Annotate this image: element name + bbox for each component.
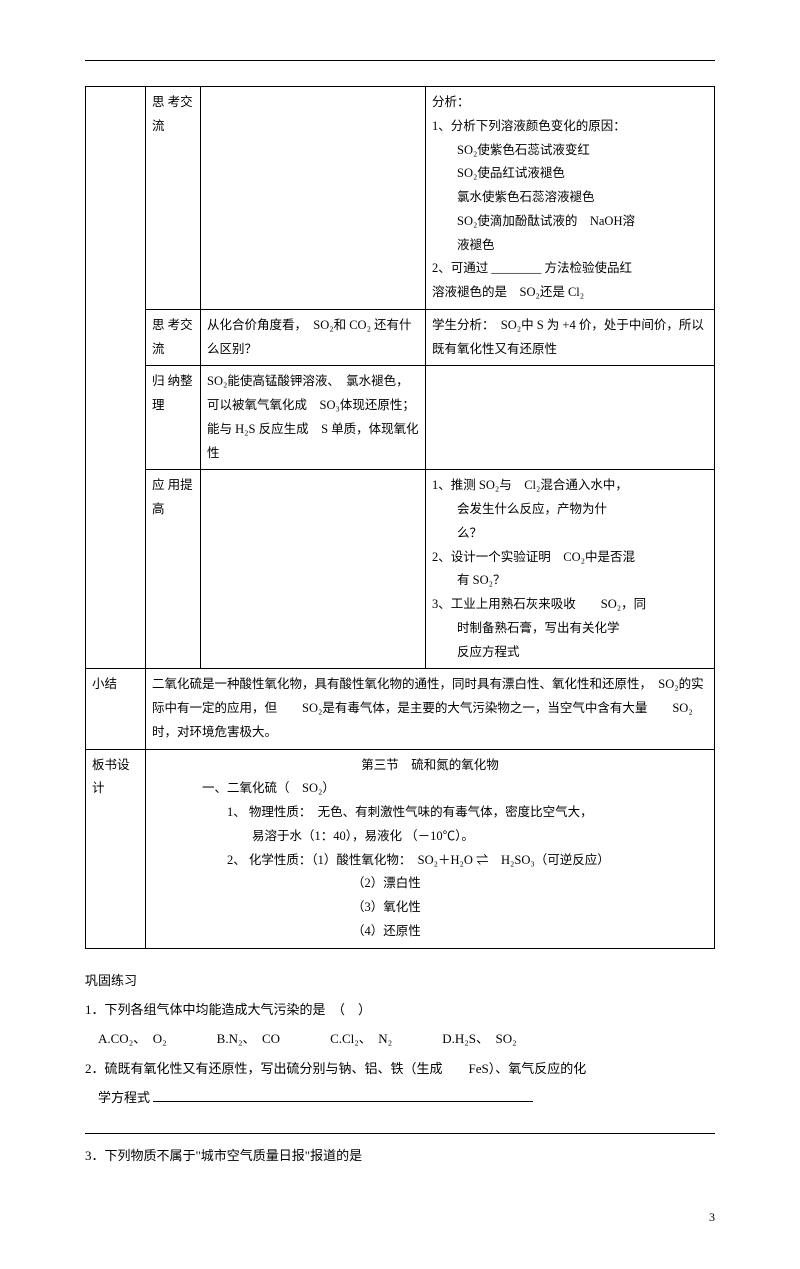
line: SO₂使滴加酚酞试液的 NaOH溶 — [432, 210, 708, 234]
line: （4）还原性 — [152, 920, 708, 944]
table-row: 思 考交流 分析： 1、分析下列溶液颜色变化的原因： SO₂使紫色石蕊试液变红 … — [86, 87, 715, 310]
cell-content: 从化合价角度看， SO₂和 CO₂ 还有什么区别？ — [201, 309, 426, 366]
question-2a: 2．硫既有氧化性又有还原性，写出硫分别与钠、铝、铁（生成 FeS）、氧气反应的化 — [85, 1057, 715, 1080]
cell-section: 思 考交流 — [146, 309, 201, 366]
cell-summary-content: 二氧化硫是一种酸性氧化物，具有酸性氧化物的通性，同时具有漂白性、氧化性和还原性，… — [146, 669, 715, 749]
option-d: D.H₂S、 SO₂ — [442, 1027, 516, 1050]
line: 分析： — [432, 91, 708, 115]
table-row: 板书设计 第三节 硫和氮的氧化物 一、二氧化硫（ SO₂） 1、 物理性质： 无… — [86, 749, 715, 948]
line: SO₂使品红试液褪色 — [432, 162, 708, 186]
line: （2）漂白性 — [152, 872, 708, 896]
answer-blank — [153, 1089, 533, 1102]
cell-section: 思 考交流 — [146, 87, 201, 310]
option-a: A.CO₂、 O₂ — [98, 1027, 167, 1050]
question-3: 3．下列物质不属于"城市空气质量日报"报道的是 — [85, 1144, 715, 1167]
cell-content: SO₂能使高锰酸钾溶液、 氯水褪色，可以被氧气氧化成 SO₃体现还原性；能与 H… — [201, 366, 426, 470]
cell-section: 应 用提高 — [146, 470, 201, 669]
line: 氯水使紫色石蕊溶液褪色 — [432, 186, 708, 210]
option-b: B.N₂、 CO — [217, 1027, 280, 1050]
table-row: 应 用提高 1、推测 SO₂与 Cl₂混合通入水中， 会发生什么反应，产物为什 … — [86, 470, 715, 669]
exercises: 巩固练习 1．下列各组气体中均能造成大气污染的是 （ ） A.CO₂、 O₂ B… — [85, 969, 715, 1168]
cell-board-label: 板书设计 — [86, 749, 146, 948]
line: 反应方程式 — [432, 641, 708, 665]
cell-analysis: 学生分析： SO₂中 S 为 +4 价，处于中间价，所以既有氧化性又有还原性 — [426, 309, 715, 366]
line: 液褪色 — [432, 234, 708, 258]
cell-board-content: 第三节 硫和氮的氧化物 一、二氧化硫（ SO₂） 1、 物理性质： 无色、有刺激… — [146, 749, 715, 948]
cell-summary-label: 小结 — [86, 669, 146, 749]
table-row: 小结 二氧化硫是一种酸性氧化物，具有酸性氧化物的通性，同时具有漂白性、氧化性和还… — [86, 669, 715, 749]
line: 时制备熟石膏，写出有关化学 — [432, 617, 708, 641]
cell-section: 归 纳整理 — [146, 366, 201, 470]
line: 3、工业上用熟石灰来吸收 SO₂，同 — [432, 593, 708, 617]
question-2b: 学方程式 — [85, 1086, 715, 1109]
line: 2、 化学性质：（1）酸性氧化物： SO₂＋H₂O ⇌ H₂SO₃（可逆反应） — [152, 849, 708, 873]
line: 2、可通过 ________ 方法检验使品红 — [432, 257, 708, 281]
cell-content — [201, 87, 426, 310]
table-row: 归 纳整理 SO₂能使高锰酸钾溶液、 氯水褪色，可以被氧气氧化成 SO₃体现还原… — [86, 366, 715, 470]
line: 一、二氧化硫（ SO₂） — [152, 777, 708, 801]
cell-analysis: 1、推测 SO₂与 Cl₂混合通入水中， 会发生什么反应，产物为什 么？ 2、设… — [426, 470, 715, 669]
exercises-heading: 巩固练习 — [85, 969, 715, 992]
question-1: 1．下列各组气体中均能造成大气污染的是 （ ） — [85, 998, 715, 1021]
lesson-table: 思 考交流 分析： 1、分析下列溶液颜色变化的原因： SO₂使紫色石蕊试液变红 … — [85, 86, 715, 949]
line: SO₂使紫色石蕊试液变红 — [432, 139, 708, 163]
line: 么？ — [432, 522, 708, 546]
table-row: 思 考交流 从化合价角度看， SO₂和 CO₂ 还有什么区别？ 学生分析： SO… — [86, 309, 715, 366]
cell-blank-left — [86, 87, 146, 669]
line: 1、推测 SO₂与 Cl₂混合通入水中， — [432, 474, 708, 498]
line: 1、分析下列溶液颜色变化的原因： — [432, 115, 708, 139]
line: 会发生什么反应，产物为什 — [432, 498, 708, 522]
q2-text: 学方程式 — [98, 1090, 150, 1105]
cell-content — [201, 470, 426, 669]
line: （3）氧化性 — [152, 896, 708, 920]
line: 1、 物理性质： 无色、有刺激性气味的有毒气体，密度比空气大， — [152, 801, 708, 825]
question-1-options: A.CO₂、 O₂ B.N₂、 CO C.Cl₂、 N₂ D.H₂S、 SO₂ — [85, 1027, 715, 1050]
line: 易溶于水（1：40），易液化 （－10℃）。 — [152, 825, 708, 849]
option-c: C.Cl₂、 N₂ — [330, 1027, 392, 1050]
cell-analysis: 分析： 1、分析下列溶液颜色变化的原因： SO₂使紫色石蕊试液变红 SO₂使品红… — [426, 87, 715, 310]
page-number: 3 — [85, 1207, 715, 1229]
line: 有 SO₂？ — [432, 569, 708, 593]
cell-analysis — [426, 366, 715, 470]
board-title: 第三节 硫和氮的氧化物 — [152, 754, 708, 778]
line: 2、设计一个实验证明 CO₂中是否混 — [432, 546, 708, 570]
top-rule — [85, 60, 715, 61]
line: 溶液褪色的是 SO₂还是 Cl₂ — [432, 281, 708, 305]
answer-blank-line — [85, 1115, 715, 1133]
